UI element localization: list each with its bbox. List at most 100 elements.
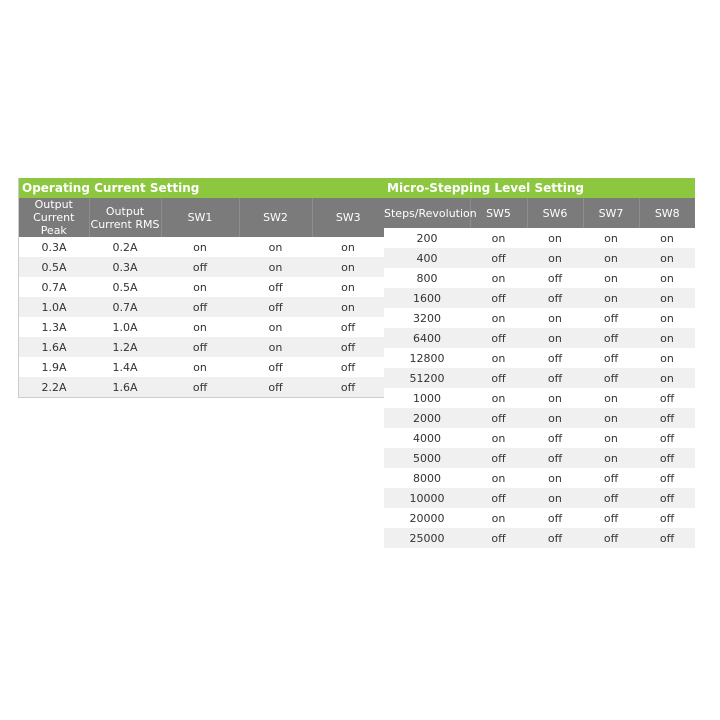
table-cell: off	[659, 511, 675, 525]
table-row: 1.3A 1.0A on on off	[19, 317, 384, 337]
table-cell: off	[340, 320, 356, 334]
table-cell: off	[239, 377, 312, 397]
table-cell: off	[239, 297, 312, 317]
table-cell: 6400	[384, 328, 470, 348]
table-cell: off	[583, 328, 639, 348]
table-cell: on	[639, 368, 695, 388]
table-cell: on	[193, 240, 207, 254]
table-row: 3200 on on off on	[384, 308, 695, 328]
table-cell: 10000	[384, 488, 470, 508]
table-cell: off	[470, 448, 527, 468]
table-cell: 4000	[413, 431, 441, 445]
table-cell: off	[161, 377, 239, 397]
table-cell: on	[583, 288, 639, 308]
table-cell: 2.2A	[19, 377, 89, 397]
table-row: 20000 on off off off	[384, 508, 695, 528]
table-cell: 2000	[384, 408, 470, 428]
table-cell: on	[583, 408, 639, 428]
column-header: SW6	[526, 198, 583, 228]
table-cell: 1.6A	[19, 337, 89, 357]
table-cell: off	[161, 337, 239, 357]
table-cell: off	[639, 488, 695, 508]
table-cell: on	[604, 271, 618, 285]
table-cell: 800	[416, 271, 438, 285]
table-cell: 1.4A	[112, 360, 138, 374]
table-row: 10000 off on off off	[384, 488, 695, 508]
table-row: 1.0A 0.7A off off on	[19, 297, 384, 317]
table-cell: on	[268, 240, 283, 254]
table-cell: on	[527, 328, 583, 348]
table-cell: on	[660, 351, 674, 365]
table-cell: off	[527, 528, 583, 548]
table-title: Micro-Stepping Level Setting	[384, 178, 695, 198]
table-cell: off	[470, 248, 527, 268]
table-cell: on	[491, 271, 506, 285]
table-row: 200 on on on on	[384, 228, 695, 248]
table-cell: on	[604, 231, 618, 245]
table-cell: on	[548, 311, 562, 325]
table-cell: on	[193, 280, 207, 294]
table-cell: off	[603, 351, 619, 365]
table-cell: on	[639, 288, 695, 308]
table-cell: off	[547, 511, 563, 525]
table-cell: 5000	[384, 448, 470, 468]
table-row: 400 off on on on	[384, 248, 695, 268]
table-cell: off	[583, 368, 639, 388]
column-header: SW5	[469, 198, 527, 228]
table-cell: off	[659, 471, 675, 485]
table-title: Operating Current Setting	[19, 178, 384, 198]
table-cell: 1.2A	[89, 337, 161, 357]
table-cell: 1.3A	[41, 320, 67, 334]
table-cell: on	[312, 297, 384, 317]
table-cell: 200	[416, 231, 438, 245]
table-cell: 25000	[384, 528, 470, 548]
table-cell: 12800	[409, 351, 445, 365]
table-cell: on	[193, 320, 207, 334]
table-cell: off	[583, 488, 639, 508]
table-row: 1600 off off on on	[384, 288, 695, 308]
table-cell: 400	[384, 248, 470, 268]
column-header: SW3	[311, 198, 384, 237]
table-cell: 0.3A	[89, 257, 161, 277]
table-cell: on	[491, 471, 506, 485]
table-cell: off	[659, 431, 675, 445]
column-header: Steps/Revolution	[384, 198, 477, 228]
table-cell: off	[312, 337, 384, 357]
table-cell: off	[470, 528, 527, 548]
table-cell: 0.2A	[112, 240, 138, 254]
table-cell: on	[491, 231, 506, 245]
table-cell: on	[639, 328, 695, 348]
table-cell: off	[340, 360, 356, 374]
table-cell: on	[583, 248, 639, 268]
column-header: Output Current Peak	[19, 198, 89, 237]
table-row: 25000 off off off off	[384, 528, 695, 548]
table-cell: off	[547, 351, 563, 365]
table-cell: off	[470, 288, 527, 308]
table-cell: off	[470, 368, 527, 388]
table-row: 5000 off off on off	[384, 448, 695, 468]
table-cell: 0.5A	[112, 280, 138, 294]
table-row: 2000 off on on off	[384, 408, 695, 428]
table-cell: 1000	[413, 391, 441, 405]
table-cell: 3200	[413, 311, 441, 325]
table-cell: on	[583, 448, 639, 468]
table-row: 0.7A 0.5A on off on	[19, 277, 384, 297]
table-cell: on	[491, 511, 506, 525]
table-cell: off	[470, 488, 527, 508]
table-cell: on	[491, 311, 506, 325]
table-cell: off	[659, 391, 675, 405]
table-cell: 0.3A	[41, 240, 67, 254]
table-cell: on	[193, 360, 207, 374]
table-cell: on	[660, 271, 674, 285]
table-cell: off	[470, 328, 527, 348]
table-cell: 51200	[384, 368, 470, 388]
table-cell: off	[268, 280, 283, 294]
table-cell: on	[491, 431, 506, 445]
table-cell: on	[527, 248, 583, 268]
table-row: 6400 off on off on	[384, 328, 695, 348]
table-cell: on	[660, 231, 674, 245]
table-cell: 8000	[413, 471, 441, 485]
table-cell: 0.7A	[41, 280, 67, 294]
table-row: 12800 on off off on	[384, 348, 695, 368]
table-cell: off	[470, 408, 527, 428]
